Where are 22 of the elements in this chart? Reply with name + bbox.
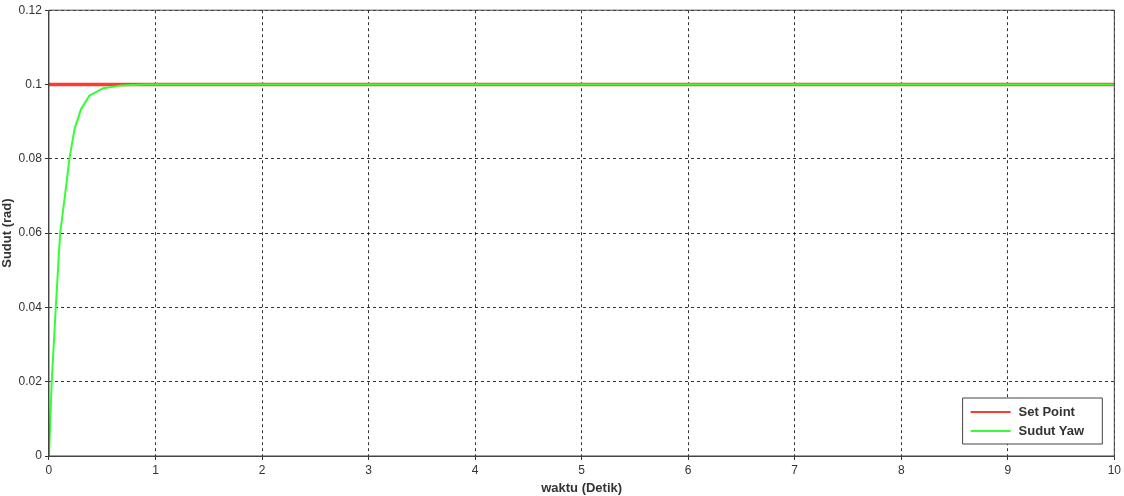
legend-label: Set Point <box>1018 403 1076 419</box>
y-tick-label: 0.06 <box>18 225 43 240</box>
x-tick-label: 9 <box>1004 462 1012 477</box>
x-tick-label: 2 <box>258 462 266 477</box>
x-tick-label: 8 <box>897 462 905 477</box>
y-tick-label: 0.1 <box>25 76 43 91</box>
y-tick-label: 0 <box>35 448 43 463</box>
x-tick-label: 0 <box>45 462 53 477</box>
legend-label: Sudut Yaw <box>1018 422 1085 438</box>
x-axis-title: waktu (Detik) <box>540 479 623 495</box>
x-tick-label: 5 <box>578 462 586 477</box>
x-tick-label: 4 <box>471 462 479 477</box>
y-axis-title: Sudut (rad) <box>0 198 15 268</box>
y-tick-label: 0.04 <box>18 299 43 314</box>
x-tick-label: 10 <box>1107 462 1122 477</box>
y-tick-label: 0.02 <box>18 374 43 389</box>
x-tick-label: 1 <box>152 462 160 477</box>
x-tick-label: 3 <box>365 462 373 477</box>
y-tick-label: 0.08 <box>18 151 43 166</box>
y-tick-label: 0.12 <box>18 2 43 17</box>
x-tick-label: 7 <box>791 462 799 477</box>
x-tick-label: 6 <box>684 462 692 477</box>
